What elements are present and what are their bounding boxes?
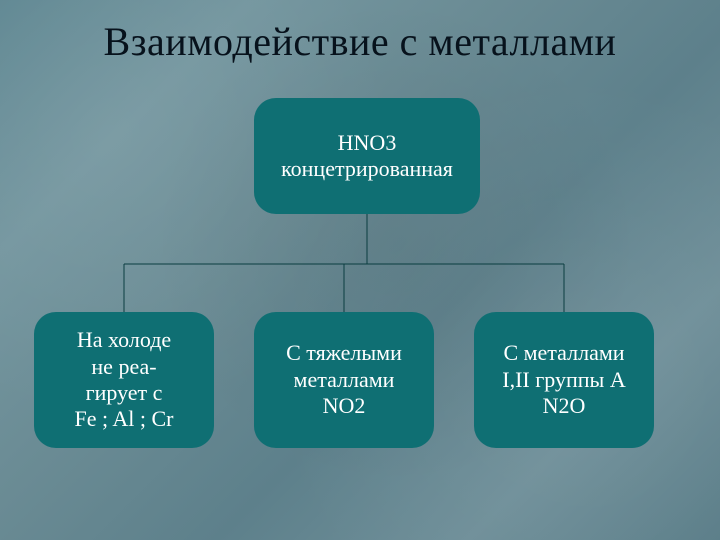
tree-child-node: С тяжелымиметалламиNO2 xyxy=(254,312,434,448)
slide-title: Взаимодействие с металлами xyxy=(0,18,720,65)
slide: Взаимодействие с металлами HNO3концетрир… xyxy=(0,0,720,540)
tree-root-node: HNO3концетрированная xyxy=(254,98,480,214)
tree-child-node: На холодене реа-гирует сFe ; Al ; Cr xyxy=(34,312,214,448)
tree-connectors xyxy=(0,0,720,540)
tree-child-node: С металламиI,II группы АN2O xyxy=(474,312,654,448)
